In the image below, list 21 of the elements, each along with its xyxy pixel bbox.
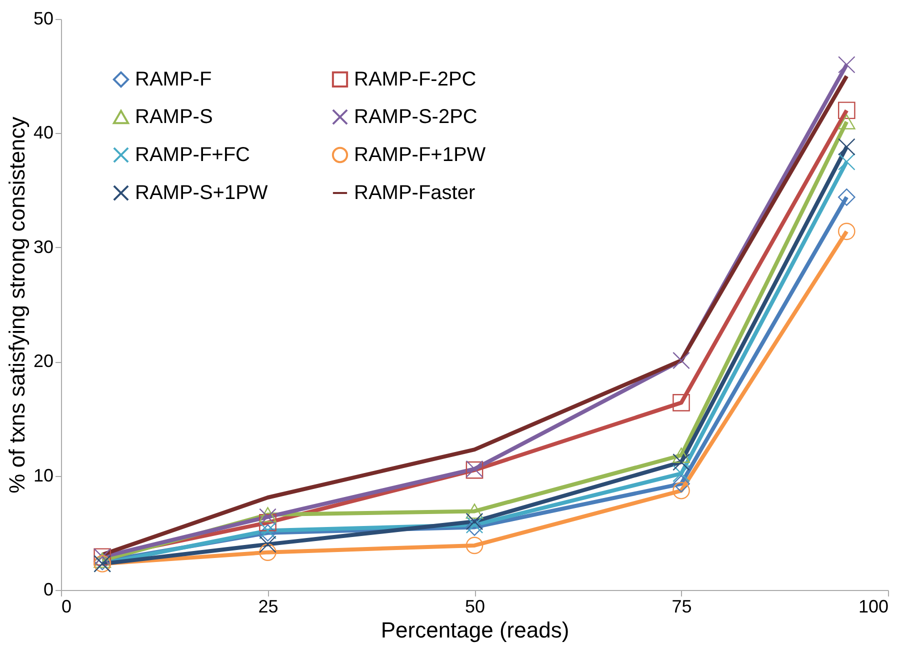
y-tick-label: 10	[33, 465, 54, 486]
y-tick-label: 20	[33, 351, 54, 372]
y-tick-label: 50	[33, 8, 54, 28]
y-tick-label: 0	[43, 580, 54, 600]
legend-label: RAMP-Faster	[354, 182, 476, 204]
x-tick-label: 50	[464, 596, 486, 616]
y-axis-title: % of txns satisfying strong consistency	[4, 116, 30, 494]
legend-label: RAMP-F-2PC	[354, 68, 476, 90]
x-tick-label: 100	[858, 596, 888, 616]
legend-label: RAMP-S	[135, 106, 213, 128]
y-tick-label: 30	[33, 236, 54, 257]
x-tick-label: 0	[62, 596, 72, 616]
x-tick-label: 25	[258, 596, 278, 616]
legend-label: RAMP-F+1PW	[354, 144, 486, 166]
legend-label: RAMP-F	[135, 68, 212, 90]
legend-label: RAMP-S+1PW	[135, 182, 268, 204]
x-tick-label: 75	[672, 596, 692, 616]
x-axis-title: Percentage (reads)	[380, 618, 570, 642]
legend-label: RAMP-S-2PC	[354, 106, 478, 128]
y-tick-label: 40	[33, 122, 54, 143]
legend-label: RAMP-F+FC	[135, 144, 250, 166]
